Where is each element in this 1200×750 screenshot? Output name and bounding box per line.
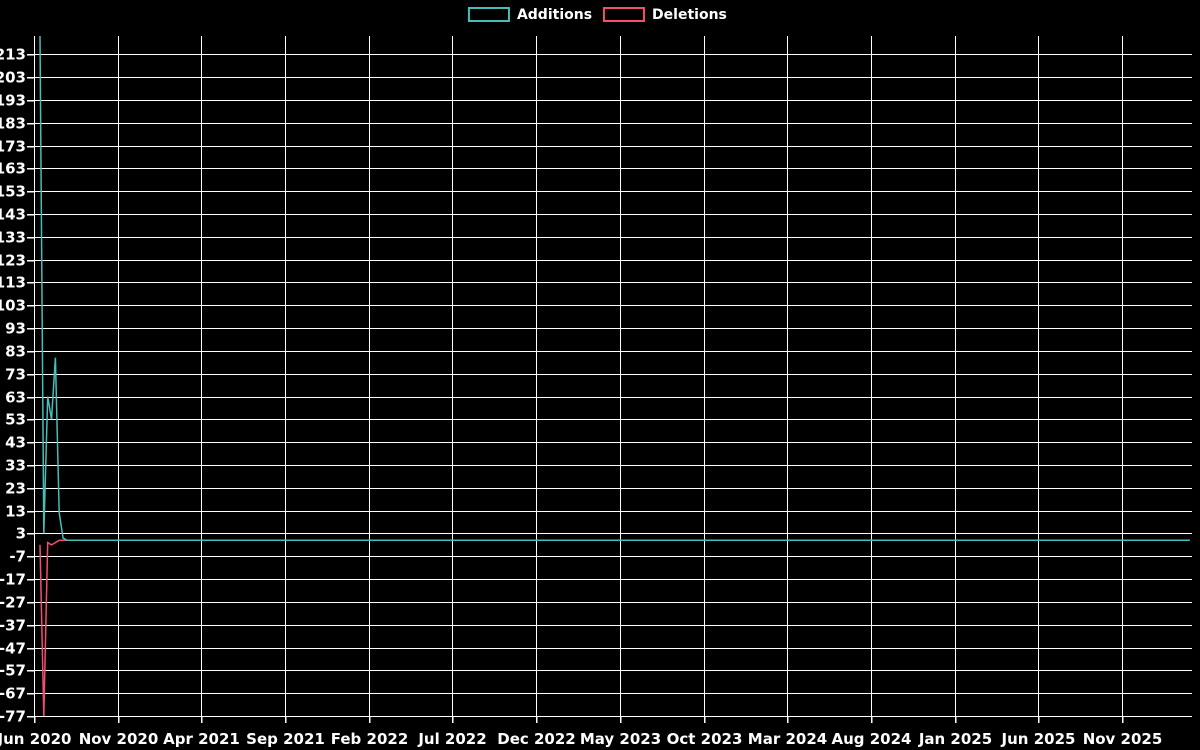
x-tick-label: Sep 2021 <box>246 730 325 748</box>
y-tick-label: 123 <box>0 252 26 270</box>
y-tick-label: 13 <box>5 503 26 521</box>
y-tick-label: -57 <box>0 662 26 680</box>
x-tick-label: Apr 2021 <box>163 730 240 748</box>
y-tick-label: -47 <box>0 640 26 658</box>
y-tick-label: -7 <box>9 548 26 566</box>
series-line-deletions <box>39 539 1190 717</box>
y-tick-label: 203 <box>0 69 26 87</box>
y-tick-label: -67 <box>0 685 26 703</box>
y-tick-label: 113 <box>0 274 26 292</box>
y-tick-label: 163 <box>0 160 26 178</box>
y-tick-label: 103 <box>0 297 26 315</box>
y-tick-label: -37 <box>0 617 26 635</box>
x-tick-label: Nov 2020 <box>79 730 159 748</box>
x-tick-label: Jul 2022 <box>417 730 486 748</box>
y-tick-label: 73 <box>5 366 26 384</box>
y-tick-label: -27 <box>0 594 26 612</box>
y-tick-label: 33 <box>5 457 26 475</box>
y-tick-label: -17 <box>0 571 26 589</box>
x-tick-label: Jan 2025 <box>918 730 992 748</box>
legend-additions-label: Additions <box>516 6 593 23</box>
series-line-additions <box>39 35 1190 542</box>
y-tick-label: 93 <box>5 320 26 338</box>
x-tick-label: Mar 2024 <box>748 730 827 748</box>
x-tick-label: Jun 2020 <box>0 730 71 748</box>
chart-legend: Additions Deletions <box>467 6 727 23</box>
x-tick-label: Dec 2022 <box>497 730 576 748</box>
x-tick-label: Oct 2023 <box>667 730 743 748</box>
y-tick-label: 53 <box>5 411 26 429</box>
y-tick-label: 153 <box>0 183 26 201</box>
y-tick-label: 23 <box>5 480 26 498</box>
y-tick-label: 3 <box>16 525 26 543</box>
x-tick-label: Jun 2025 <box>1001 730 1076 748</box>
deletions-swatch-icon <box>603 7 646 22</box>
y-tick-label: 43 <box>5 434 26 452</box>
y-tick-label: 63 <box>5 389 26 407</box>
y-tick-label: -77 <box>0 708 26 726</box>
y-tick-label: 213 <box>0 46 26 64</box>
x-tick-label: Nov 2025 <box>1083 730 1163 748</box>
legend-entry-additions[interactable]: Additions <box>467 6 593 23</box>
y-tick-label: 143 <box>0 206 26 224</box>
y-tick-label: 173 <box>0 138 26 156</box>
additions-swatch-icon <box>467 7 510 22</box>
legend-entry-deletions[interactable]: Deletions <box>603 7 727 22</box>
y-tick-label: 183 <box>0 115 26 133</box>
x-tick-label: May 2023 <box>580 730 661 748</box>
x-tick-label: Aug 2024 <box>832 730 912 748</box>
y-tick-label: 83 <box>5 343 26 361</box>
legend-deletions-label: Deletions <box>652 6 727 23</box>
x-tick-label: Feb 2022 <box>331 730 409 748</box>
y-tick-label: 193 <box>0 92 26 110</box>
y-tick-label: 133 <box>0 229 26 247</box>
